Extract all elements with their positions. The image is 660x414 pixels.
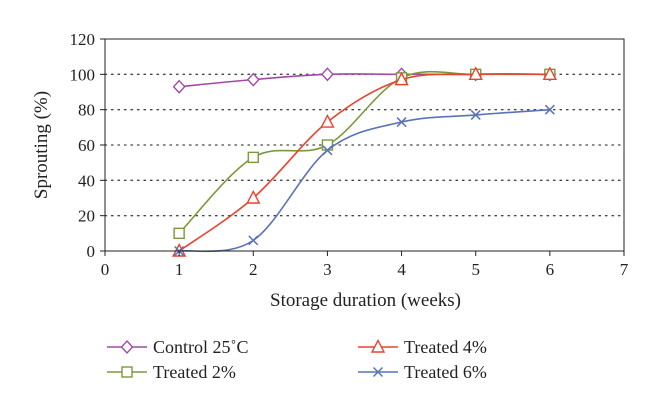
y-tick-label: 60	[78, 136, 95, 155]
legend-item: Treated 6%	[358, 362, 487, 382]
series-3	[171, 66, 558, 257]
data-point	[320, 67, 334, 82]
series-line	[178, 73, 550, 252]
legend: Control 25˚C Treated 4% Treated 2% Treated …	[107, 337, 487, 382]
series-1	[172, 67, 557, 94]
data-point	[248, 235, 259, 246]
x-tick-label: 2	[249, 260, 258, 279]
legend-label: Treated 2%	[153, 362, 236, 382]
legend-swatch-marker	[370, 338, 386, 353]
data-point	[544, 104, 555, 115]
legend-item: Treated 2%	[107, 362, 236, 382]
series-line	[179, 108, 550, 253]
data-point	[246, 72, 260, 87]
x-tick-label: 1	[175, 260, 184, 279]
legend-label: Treated 6%	[404, 362, 487, 382]
data-point	[246, 189, 261, 204]
legend-item: Treated 4%	[358, 337, 487, 357]
series-2	[173, 68, 556, 240]
series-line	[179, 73, 550, 88]
data-point	[247, 151, 259, 164]
legend-swatch-marker	[121, 366, 133, 378]
data-point	[394, 71, 409, 86]
x-tick-label: 3	[323, 260, 332, 279]
legend-item: Control 25˚C	[107, 337, 249, 357]
y-tick-label: 0	[87, 242, 96, 261]
legend-label: Control 25˚C	[153, 337, 249, 357]
x-tick-label: 4	[397, 260, 406, 279]
data-point	[396, 117, 407, 128]
y-tick-label: 100	[70, 65, 96, 84]
legend-swatch-marker	[120, 339, 134, 355]
y-axis-title: Sprouting (%)	[31, 91, 52, 199]
series-lines	[171, 66, 558, 257]
y-tick-label: 80	[78, 101, 95, 120]
data-point	[468, 66, 483, 81]
x-tick-label: 7	[620, 260, 629, 279]
data-point	[172, 79, 186, 94]
x-axis-title: Storage duration (weeks)	[270, 290, 461, 311]
data-point	[542, 66, 558, 81]
data-point	[173, 227, 185, 240]
data-point	[470, 109, 481, 120]
y-tick-label: 120	[70, 30, 96, 49]
series-4	[174, 104, 555, 257]
legend-swatch-marker	[372, 366, 384, 378]
data-point	[320, 114, 335, 128]
data-point	[322, 145, 333, 156]
legend-label: Treated 4%	[404, 337, 487, 357]
x-tick-label: 6	[546, 260, 555, 279]
axis-ticks: 0 20 40 60 80 100 120 0 1 2 3 4 5 6 7	[70, 30, 629, 279]
x-tick-label: 5	[471, 260, 480, 279]
y-tick-label: 20	[78, 207, 95, 226]
y-tick-label: 40	[78, 171, 95, 190]
x-tick-label: 0	[101, 260, 110, 279]
